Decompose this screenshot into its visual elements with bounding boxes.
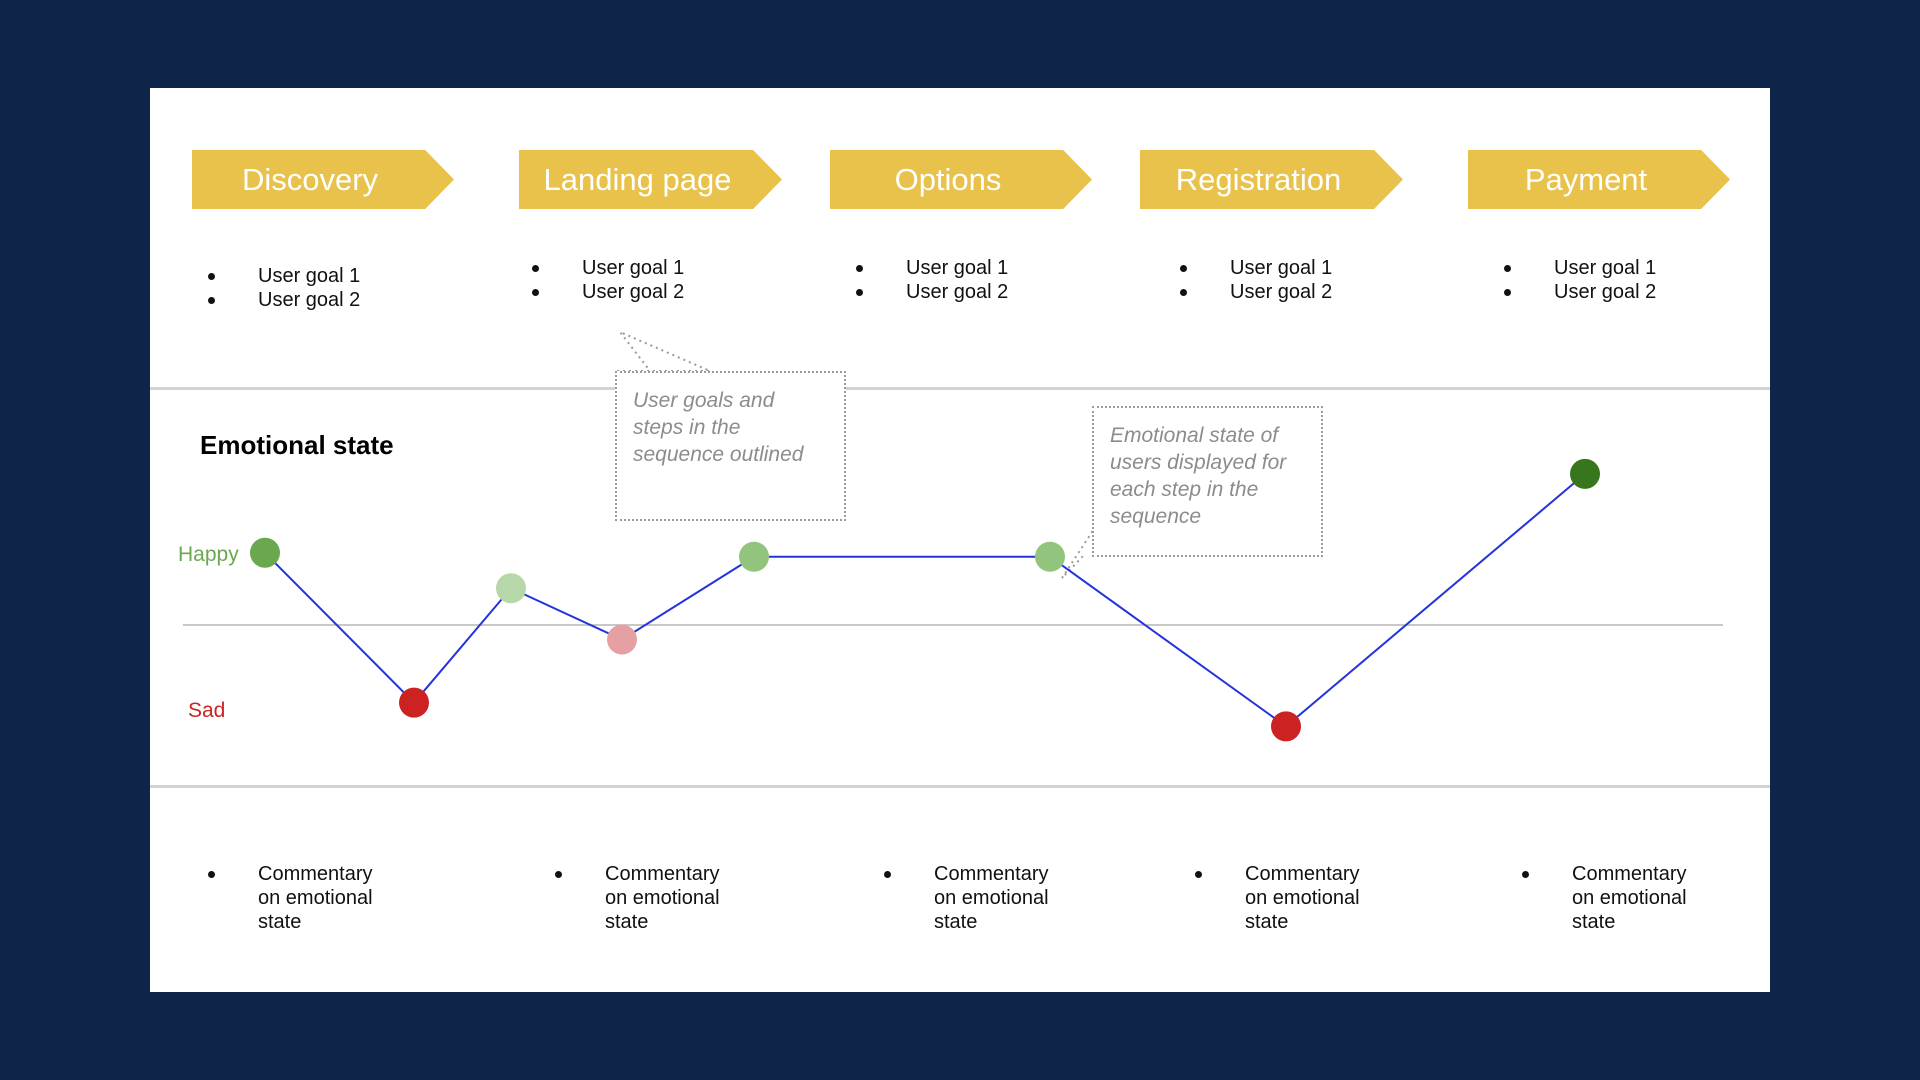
step-arrow-discovery: Discovery: [192, 150, 454, 209]
emotion-point: [607, 624, 637, 655]
goal-item: User goal 2: [854, 280, 1008, 304]
emotion-point: [496, 573, 526, 604]
top-divider: [150, 387, 1770, 390]
goal-item: User goal 1: [1502, 256, 1656, 280]
commentary-item: Commentary on emotional state: [882, 862, 1064, 934]
emotion-point: [739, 541, 769, 572]
step-arrow-landing-page: Landing page: [519, 150, 782, 209]
line-segment: [264, 552, 415, 704]
commentary-item: Commentary on emotional state: [1193, 862, 1375, 934]
emotional-state-chart: [183, 329, 1723, 742]
goal-item: User goal 1: [854, 256, 1008, 280]
callout-pointer-emotion: [1061, 528, 1093, 579]
commentary-item: Commentary on emotional state: [553, 862, 735, 934]
goal-item: User goal 2: [1178, 280, 1332, 304]
emotion-point: [399, 687, 429, 718]
commentary-item: Commentary on emotional state: [206, 862, 388, 934]
sad-label: Sad: [188, 699, 226, 722]
line-segment: [1285, 473, 1586, 728]
goals-list-options: User goal 1 User goal 2: [854, 256, 1008, 304]
goals-list-landing-page: User goal 1 User goal 2: [530, 256, 684, 304]
callout-user-goals: User goals and steps in the sequence out…: [615, 371, 846, 521]
goal-item: User goal 1: [1178, 256, 1332, 280]
line-segment: [621, 555, 755, 641]
commentary-item: Commentary on emotional state: [1520, 862, 1702, 934]
emotional-state-title: Emotional state: [200, 430, 394, 460]
step-arrow-payment: Payment: [1468, 150, 1730, 209]
emotion-point: [1035, 541, 1065, 572]
goal-item: User goal 2: [206, 288, 360, 312]
commentary-registration: Commentary on emotional state: [1193, 862, 1375, 934]
callout-emotional-state: Emotional state of users displayed for e…: [1092, 406, 1323, 557]
emotion-point: [1570, 458, 1600, 489]
bottom-divider: [150, 785, 1770, 788]
emotion-point: [250, 537, 280, 568]
commentary-discovery: Commentary on emotional state: [206, 862, 388, 934]
goals-list-registration: User goal 1 User goal 2: [1178, 256, 1332, 304]
goal-item: User goal 1: [530, 256, 684, 280]
line-segment: [413, 587, 512, 704]
journey-map-slide: Discovery Landing page Options Registrat…: [150, 88, 1770, 992]
emotion-point: [1271, 711, 1301, 742]
line-segment: [1049, 555, 1287, 728]
goals-list-payment: User goal 1 User goal 2: [1502, 256, 1656, 304]
commentary-landing-page: Commentary on emotional state: [553, 862, 735, 934]
goals-list-discovery: User goal 1 User goal 2: [206, 264, 360, 312]
commentary-options: Commentary on emotional state: [882, 862, 1064, 934]
commentary-payment: Commentary on emotional state: [1520, 862, 1702, 934]
step-arrow-registration: Registration: [1140, 150, 1403, 209]
line-segment: [510, 587, 623, 641]
happy-label: Happy: [178, 543, 239, 566]
goal-item: User goal 2: [1502, 280, 1656, 304]
chart-marks: [250, 458, 1600, 742]
step-arrow-options: Options: [830, 150, 1092, 209]
callout-pointer-goals: [616, 329, 711, 372]
goal-item: User goal 2: [530, 280, 684, 304]
goal-item: User goal 1: [206, 264, 360, 288]
